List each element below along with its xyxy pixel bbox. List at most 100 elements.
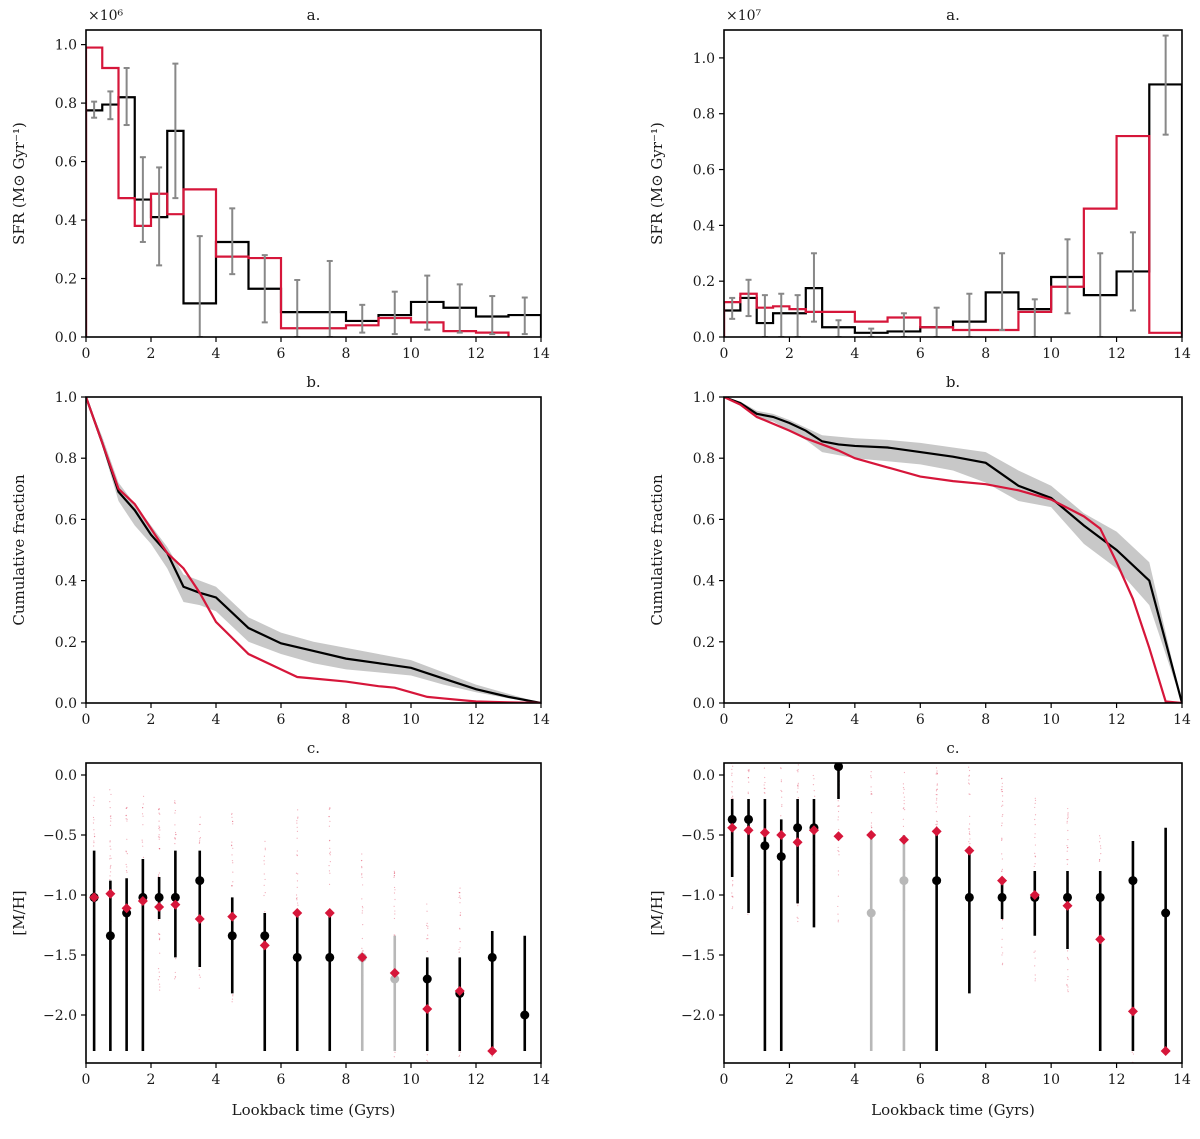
sample-dot [492, 1119, 493, 1120]
metallicity-diamond [121, 903, 132, 914]
metallicity-point [1161, 908, 1171, 918]
sample-dot [263, 855, 266, 857]
sample-dot [329, 820, 331, 822]
sample-dot [93, 842, 95, 844]
sample-dot [297, 817, 299, 819]
sample-dot [814, 795, 816, 797]
sample-dot [492, 1109, 493, 1110]
sample-dot [361, 947, 363, 949]
sample-dot [159, 848, 161, 850]
x-tick-label: 6 [277, 346, 286, 362]
sample-dot [796, 752, 797, 753]
sample-dot [1132, 1091, 1133, 1092]
error-bar [729, 296, 736, 320]
sample-dot [158, 834, 160, 836]
sample-dot [870, 786, 872, 788]
sample-dot [781, 790, 783, 793]
sample-dot [936, 788, 938, 790]
sample-dot [904, 741, 905, 742]
sample-dot [813, 753, 814, 754]
sample-dot [1066, 956, 1069, 959]
sample-dot [1067, 838, 1069, 841]
sample-dot [1001, 815, 1003, 817]
sample-dot [871, 750, 872, 751]
sample-dot [764, 748, 765, 749]
sample-dot [157, 875, 160, 877]
sample-dot [812, 784, 815, 786]
sample-dot [93, 836, 96, 838]
sample-dot [1067, 958, 1069, 961]
sample-dot [903, 807, 905, 809]
sample-dot [329, 807, 331, 810]
sample-dot [968, 779, 970, 781]
sample-dot [1066, 985, 1068, 987]
y-tick-label: 0.6 [55, 155, 77, 171]
sample-dot [781, 796, 783, 798]
x-tick-label: 4 [212, 346, 221, 362]
metallicity-point [390, 974, 400, 984]
sample-dot [458, 896, 460, 899]
metallicity-diamond [105, 888, 116, 899]
sample-dot [781, 737, 782, 738]
sample-dot [394, 1051, 396, 1053]
sample-dot [427, 1060, 429, 1062]
sample-dot [780, 779, 782, 781]
sample-dot [92, 816, 95, 819]
metallicity-point [487, 952, 497, 962]
sample-dot [232, 994, 234, 996]
x-tick-label: 10 [1042, 346, 1060, 362]
sample-dot [747, 732, 748, 733]
sample-dot [426, 922, 428, 924]
sample-dot [459, 914, 461, 917]
sample-dot [459, 887, 461, 889]
cumulative-line-black [86, 397, 541, 703]
sample-dot [1001, 963, 1004, 966]
sample-dot [1067, 859, 1069, 861]
sample-dot [110, 815, 112, 817]
sample-dot [174, 838, 176, 840]
sample-dot [361, 853, 363, 855]
sample-dot [393, 875, 395, 877]
sample-dot [747, 741, 748, 742]
sample-dot [731, 895, 733, 897]
sample-dot [459, 914, 461, 916]
sample-dot [362, 949, 364, 952]
sample-dot [870, 747, 871, 748]
sample-dot [813, 735, 814, 736]
sample-dot [814, 744, 815, 745]
sample-dot [1067, 847, 1069, 849]
sample-dot [361, 912, 363, 914]
sample-dot [125, 807, 128, 809]
metallicity-point [195, 876, 205, 886]
sample-dot [393, 892, 396, 894]
sample-dot [764, 761, 765, 762]
sample-dot [1098, 860, 1101, 862]
sample-dot [361, 905, 364, 908]
x-tick-label: 0 [82, 346, 91, 362]
sample-dot [763, 784, 765, 786]
sample-dot [748, 769, 750, 772]
x-tick-label: 2 [147, 712, 156, 728]
sample-dot [1165, 1122, 1166, 1123]
sample-dot [361, 865, 363, 868]
sample-dot [1001, 838, 1003, 840]
error-bar [123, 67, 130, 127]
sample-dot [158, 809, 160, 811]
metallicity-point [260, 931, 270, 941]
sample-dot [763, 787, 765, 789]
sample-dot [838, 740, 839, 741]
sample-dot [263, 894, 265, 897]
sample-dot [328, 840, 331, 842]
axes-frame [723, 762, 1183, 1064]
error-bar [521, 296, 528, 336]
sample-dot [1066, 820, 1068, 822]
sample-dot [1001, 927, 1003, 929]
sample-dot [92, 822, 95, 824]
sample-dot [427, 1095, 428, 1096]
y-axis-label: [M/H] [10, 890, 28, 935]
sample-dot [747, 913, 749, 915]
sample-dot [199, 840, 201, 842]
sample-dot [142, 856, 145, 858]
sample-dot [231, 885, 233, 887]
